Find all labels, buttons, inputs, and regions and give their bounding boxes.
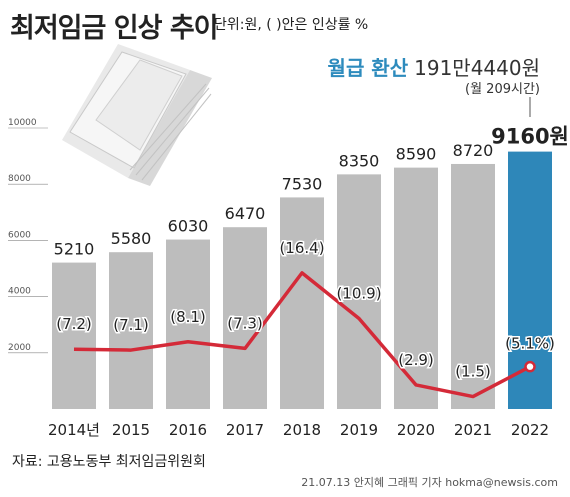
monthly-label: 월급 환산 <box>327 56 409 80</box>
bar <box>223 227 267 409</box>
chart-title: 최저임금 인상 추이 <box>10 13 219 44</box>
rate-label: (2.9) <box>398 351 434 369</box>
credit-note: 21.07.13 안지혜 그래픽 기자 hokma@newsis.com <box>301 476 558 489</box>
bar <box>52 262 96 409</box>
monthly-value: 191만4440원 <box>414 56 540 80</box>
y-tick-label: 6000 <box>8 230 31 240</box>
bar-value-label: 6030 <box>168 217 209 236</box>
rate-label: (7.2) <box>56 315 92 333</box>
bar-value-label: 5580 <box>111 229 152 248</box>
bar-value-label: 8720 <box>453 141 494 160</box>
x-tick-label: 2021 <box>454 421 492 439</box>
bar <box>280 197 324 409</box>
bar <box>337 174 381 409</box>
x-tick-label: 2017 <box>226 421 264 439</box>
x-tick-label: 2014년 <box>48 421 100 439</box>
rate-label: (8.1) <box>170 308 206 326</box>
y-tick-label: 2000 <box>8 343 31 353</box>
x-tick-label: 2019 <box>340 421 378 439</box>
rate-label: (10.9) <box>336 285 381 303</box>
bar <box>451 163 495 409</box>
bar-value-label: 7530 <box>282 174 323 193</box>
bar-value-label: 6470 <box>225 204 266 223</box>
x-tick-label: 2022 <box>511 421 549 439</box>
bar-value-label: 5210 <box>54 240 95 259</box>
x-tick-label: 2018 <box>283 421 321 439</box>
x-axis: 2014년 2015 2016 2017 2018 2019 2020 2021 2022 <box>48 421 549 439</box>
unit-note: 단위:원, ( )안은 인상률 % <box>214 17 369 33</box>
rate-label: (7.1) <box>113 316 149 334</box>
source-note: 자료: 고용노동부 최저임금위원회 <box>12 454 206 470</box>
bar <box>109 252 153 409</box>
bar-value-label: 8590 <box>396 145 437 164</box>
rate-end-point <box>524 360 536 373</box>
rate-label: (7.3) <box>227 314 263 332</box>
x-tick-label: 2015 <box>112 421 150 439</box>
bar-value-label: 9160원 <box>491 125 569 149</box>
bar <box>394 167 438 409</box>
x-tick-label: 2016 <box>169 421 207 439</box>
rate-label: (16.4) <box>279 239 324 257</box>
rate-label: (1.5) <box>455 363 491 381</box>
monthly-conversion: 월급 환산 191만4440원 <box>328 52 540 81</box>
rate-labels: (7.2) (7.1) (8.1) (7.3) (16.4) (10.9) (2.9) (1.… <box>55 237 557 382</box>
y-tick-label: 8000 <box>8 174 31 184</box>
y-axis: 2000 4000 6000 8000 10000 <box>8 118 48 354</box>
y-tick-label: 4000 <box>8 287 31 297</box>
hours-note: (월 209시간) <box>465 82 540 97</box>
rate-polyline <box>73 271 531 399</box>
y-tick-label: 10000 <box>8 118 37 128</box>
bar <box>166 239 210 409</box>
rate-line <box>73 271 536 399</box>
x-tick-label: 2020 <box>397 421 435 439</box>
bars-group <box>52 151 552 409</box>
bar-value-label: 8350 <box>339 151 380 170</box>
rate-label: (5.1%) <box>505 335 555 353</box>
money-bundle-icon <box>62 44 212 186</box>
